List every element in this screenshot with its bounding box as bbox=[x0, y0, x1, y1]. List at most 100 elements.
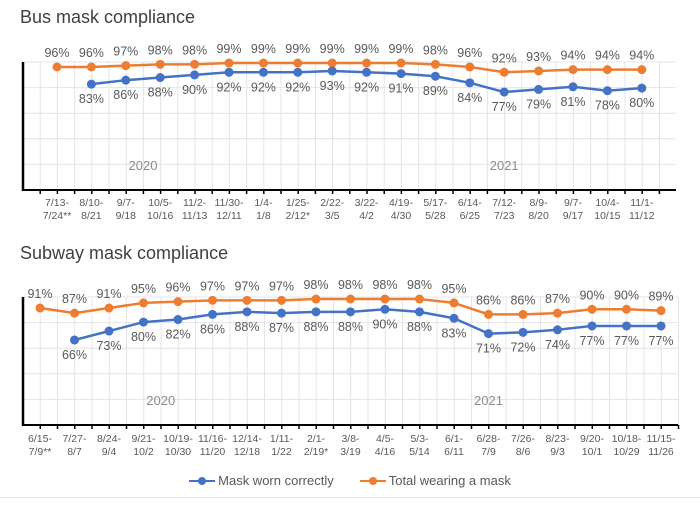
data-point-total bbox=[415, 294, 424, 304]
data-label-total: 97% bbox=[113, 45, 138, 59]
x-tick-label: 7/27-8/7 bbox=[63, 433, 87, 458]
data-point-total bbox=[104, 303, 114, 313]
data-label-total: 99% bbox=[251, 42, 276, 56]
x-tick-label: 5/17-5/28 bbox=[423, 197, 447, 222]
data-label-total: 96% bbox=[457, 46, 482, 60]
data-point-correct bbox=[637, 83, 647, 93]
data-label-correct: 87% bbox=[269, 321, 294, 335]
data-point-total bbox=[553, 308, 562, 318]
x-tick-label: 3/22-4/2 bbox=[355, 197, 379, 222]
data-point-total bbox=[380, 294, 390, 304]
data-point-total bbox=[518, 309, 528, 319]
data-label-total: 95% bbox=[131, 282, 156, 296]
data-label-correct: 92% bbox=[285, 80, 310, 94]
data-point-correct bbox=[173, 315, 183, 325]
data-point-correct bbox=[484, 329, 493, 339]
data-label-correct: 77% bbox=[614, 334, 639, 348]
data-label-total: 97% bbox=[269, 279, 294, 293]
x-tick-label: 11/1-11/12 bbox=[629, 197, 655, 222]
data-point-correct bbox=[242, 307, 252, 317]
series-correct: 83% 86% 88% 90% 92% 92% 92% 93% 92% 91% 89% 84% 77% 7… bbox=[79, 66, 654, 114]
x-tick-label: 7/13-7/24** bbox=[43, 197, 72, 222]
data-label-correct: 83% bbox=[441, 326, 466, 340]
data-label-correct: 66% bbox=[62, 348, 87, 362]
x-tick-label: 8/10-8/21 bbox=[79, 197, 103, 222]
data-point-total bbox=[258, 58, 268, 68]
data-label-total: 87% bbox=[545, 292, 570, 306]
data-point-total bbox=[173, 297, 183, 307]
data-label-total: 95% bbox=[441, 282, 466, 296]
year-label: 2020 bbox=[129, 158, 158, 173]
x-tick-label: 11/15-11/26 bbox=[647, 433, 676, 458]
data-point-total bbox=[155, 59, 165, 69]
chart-legend: Mask worn correctly Total wearing a mask bbox=[0, 473, 700, 488]
data-label-total: 99% bbox=[354, 42, 379, 56]
legend-label-total: Total wearing a mask bbox=[388, 473, 511, 488]
data-point-total bbox=[449, 298, 459, 308]
x-tick-label: 10/4-10/15 bbox=[594, 197, 620, 222]
data-point-total bbox=[637, 65, 647, 75]
data-point-total bbox=[35, 303, 45, 313]
x-tick-label: 9/7-9/17 bbox=[563, 197, 584, 222]
data-label-total: 86% bbox=[510, 293, 535, 307]
data-point-correct bbox=[224, 67, 234, 77]
data-label-correct: 90% bbox=[182, 83, 207, 97]
data-label-total: 98% bbox=[182, 43, 207, 57]
data-label-total: 96% bbox=[165, 281, 190, 295]
data-label-correct: 71% bbox=[476, 342, 501, 356]
data-label-correct: 92% bbox=[354, 80, 379, 94]
data-point-correct bbox=[587, 321, 597, 331]
data-point-total bbox=[346, 294, 355, 304]
bus-compliance-chart: 2020 2021 7/13-7/24** 8/10-8/21 9/7-9/18 10/5… bbox=[21, 42, 676, 222]
series-line-total bbox=[57, 61, 642, 74]
x-tick-label: 6/15-7/9** bbox=[28, 433, 52, 458]
data-label-correct: 88% bbox=[234, 320, 259, 334]
data-point-correct bbox=[518, 327, 528, 337]
year-label: 2020 bbox=[146, 393, 175, 408]
x-tick-label: 4/19-4/30 bbox=[389, 197, 413, 222]
data-point-correct bbox=[568, 82, 578, 92]
data-point-correct bbox=[190, 70, 200, 80]
x-tick-label: 10/5-10/16 bbox=[147, 197, 173, 222]
x-tick-label: 10/18-10/29 bbox=[612, 433, 642, 458]
data-label-total: 91% bbox=[96, 287, 121, 301]
series-line-correct bbox=[74, 308, 661, 342]
x-tick-label: 11/16-11/20 bbox=[198, 433, 227, 458]
data-label-correct: 81% bbox=[560, 95, 585, 109]
x-tick-label: 7/12-7/23 bbox=[492, 197, 516, 222]
series-correct: 66% 73% 80% 82% 86% 88% 87% 88% 88% 90% 88% 83% 71% 7… bbox=[62, 304, 674, 362]
data-point-total bbox=[242, 295, 252, 305]
x-tick-label: 5/3-5/14 bbox=[409, 433, 430, 458]
data-point-total bbox=[499, 67, 509, 77]
data-label-correct: 77% bbox=[579, 334, 604, 348]
data-point-total bbox=[139, 298, 148, 308]
x-tick-label: 7/26-8/6 bbox=[511, 433, 535, 458]
x-tick-label: 2/1-2/19* bbox=[304, 433, 329, 458]
data-label-correct: 80% bbox=[131, 330, 156, 344]
legend-marker-total-icon bbox=[359, 475, 386, 487]
x-tick-label: 6/14-6/25 bbox=[458, 197, 482, 222]
data-point-correct bbox=[656, 321, 666, 331]
x-tick-label: 2/22-3/5 bbox=[320, 197, 344, 222]
data-label-total: 99% bbox=[216, 42, 241, 56]
data-point-total bbox=[70, 308, 79, 318]
data-label-correct: 91% bbox=[388, 82, 413, 96]
data-point-total bbox=[293, 58, 303, 68]
data-point-correct bbox=[449, 313, 459, 323]
year-label: 2021 bbox=[474, 393, 503, 408]
data-point-total bbox=[208, 295, 217, 305]
data-point-total bbox=[622, 304, 631, 314]
data-label-total: 90% bbox=[614, 288, 639, 302]
data-label-correct: 77% bbox=[648, 334, 673, 348]
data-point-total bbox=[121, 61, 131, 71]
data-label-total: 98% bbox=[423, 43, 448, 57]
data-label-correct: 77% bbox=[492, 100, 517, 114]
data-label-correct: 79% bbox=[526, 97, 551, 111]
x-tick-label: 10/19-10/30 bbox=[163, 433, 193, 458]
x-tick-label: 11/30-12/11 bbox=[215, 197, 244, 222]
data-label-correct: 93% bbox=[320, 79, 345, 93]
data-point-total bbox=[602, 65, 612, 75]
data-label-correct: 92% bbox=[216, 80, 241, 94]
data-point-correct bbox=[346, 307, 355, 317]
data-label-correct: 88% bbox=[338, 320, 363, 334]
